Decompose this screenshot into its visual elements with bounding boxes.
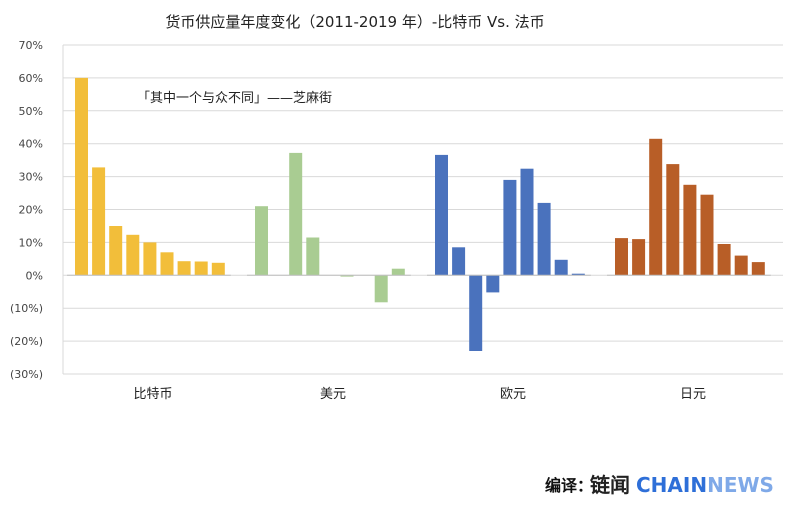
bar xyxy=(520,168,534,276)
bar xyxy=(632,239,646,276)
bar xyxy=(374,275,388,303)
credit-brand-en1: CHAIN xyxy=(636,473,707,497)
bar xyxy=(177,261,191,276)
bar xyxy=(143,242,157,276)
bar xyxy=(289,152,303,276)
y-tick-label: 30% xyxy=(19,171,43,184)
y-tick-label: 20% xyxy=(19,204,43,217)
category-label: 美元 xyxy=(320,387,346,402)
y-tick-label: (30%) xyxy=(10,368,43,381)
bar xyxy=(306,237,320,276)
bar xyxy=(340,275,354,277)
y-tick-label: 60% xyxy=(19,72,43,85)
bar xyxy=(126,234,140,276)
bar xyxy=(571,273,585,276)
bars xyxy=(67,77,771,351)
bar xyxy=(649,138,663,276)
bar xyxy=(666,164,680,276)
credit-brand-cn: 链闻 xyxy=(590,473,630,497)
bar xyxy=(452,247,466,276)
y-tick-label: 0% xyxy=(26,269,43,282)
category-label: 欧元 xyxy=(500,387,526,402)
y-tick-label: (20%) xyxy=(10,335,43,348)
bar xyxy=(554,259,568,276)
bar xyxy=(391,268,405,276)
bar xyxy=(75,77,88,276)
bar xyxy=(751,262,765,276)
bar xyxy=(255,206,268,276)
bar xyxy=(537,202,551,276)
bar xyxy=(194,261,208,276)
x-axis: 比特币 美元 欧元 日元 xyxy=(133,387,706,402)
y-tick-label: 70% xyxy=(19,39,43,52)
bar xyxy=(92,167,106,276)
bar xyxy=(683,184,697,276)
credit-brand-en2: NEWS xyxy=(707,473,774,497)
category-label: 比特币 xyxy=(133,387,172,402)
credit: 编译： 链闻 CHAINNEWS xyxy=(545,473,774,497)
bar xyxy=(486,275,500,293)
bar xyxy=(615,238,628,276)
chart-title: 货币供应量年度变化（2011-2019 年）-比特币 Vs. 法币 xyxy=(165,13,544,31)
bar xyxy=(109,226,123,276)
category-label: 日元 xyxy=(680,387,706,402)
grid xyxy=(62,44,783,375)
bar xyxy=(469,275,483,351)
y-tick-label: 50% xyxy=(19,105,43,118)
chart-annotation: 「其中一个与众不同」——芝麻街 xyxy=(137,90,332,106)
credit-brand: 链闻 CHAINNEWS xyxy=(590,473,774,497)
bar xyxy=(734,255,748,276)
bar xyxy=(503,179,517,276)
y-axis: 70% 60% 50% 40% 30% 20% 10% 0% (10%) (20%) (30%) xyxy=(10,39,43,381)
bar xyxy=(211,262,225,276)
y-tick-label: 40% xyxy=(19,138,43,151)
bar xyxy=(700,194,714,276)
credit-label: 编译： xyxy=(545,476,593,495)
bar xyxy=(435,154,448,276)
y-tick-label: 10% xyxy=(19,236,43,249)
bar xyxy=(717,244,731,276)
y-tick-label: (10%) xyxy=(10,302,43,315)
bar xyxy=(160,252,174,276)
